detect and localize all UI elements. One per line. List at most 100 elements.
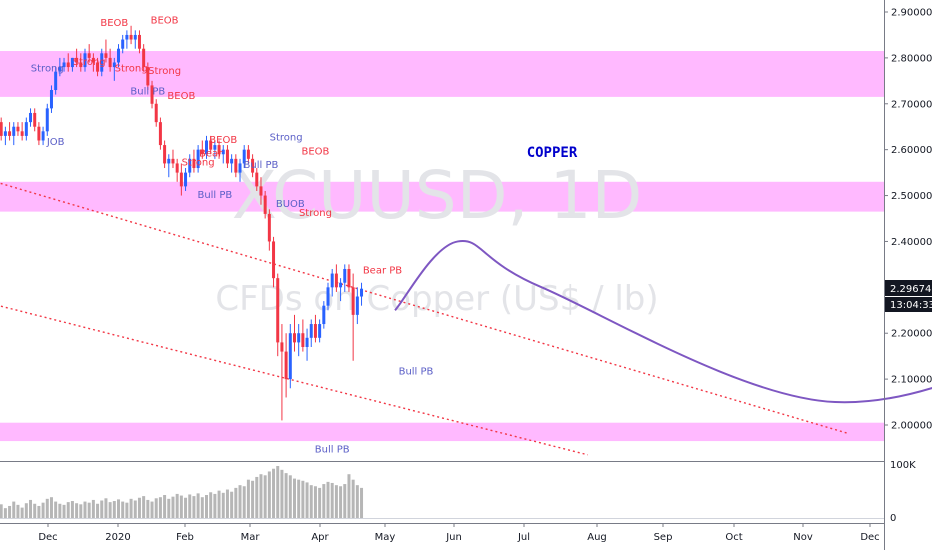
candle-body-43: [175, 163, 179, 173]
volume-bar-11: [41, 502, 45, 518]
volume-bar-57: [234, 487, 238, 518]
last-price-value: 2.29674: [890, 284, 931, 295]
candle-body-39: [158, 122, 162, 146]
volume-bar-60: [246, 479, 250, 518]
candle-body-4: [12, 126, 16, 136]
volume-bar-35: [142, 496, 146, 518]
candle-body-23: [91, 57, 95, 63]
volume-bar-16: [62, 504, 66, 518]
volume-bar-7: [24, 503, 28, 518]
volume-bar-24: [96, 503, 100, 518]
candle-body-70: [288, 333, 292, 380]
candle-body-71: [292, 333, 296, 343]
candle-body-11: [41, 131, 45, 141]
candle-body-67: [276, 278, 280, 343]
annotation-20: Bull PB: [315, 445, 350, 456]
candle-body-27: [108, 57, 112, 68]
volume-bar-45: [184, 497, 188, 518]
candle-body-87: [360, 288, 364, 297]
volume-bar-56: [230, 491, 234, 518]
volume-bar-80: [330, 482, 334, 518]
candle-body-14: [54, 71, 58, 91]
candlesticks: [0, 25, 364, 421]
volume-bar-5: [16, 504, 20, 518]
time-label-11: Nov: [793, 532, 813, 543]
price-label-0: 2.90000: [891, 8, 932, 19]
volume-bar-6: [20, 507, 24, 518]
volume-bar-26: [104, 498, 108, 518]
annotation-13: Strong: [182, 158, 215, 169]
volume-bar-33: [133, 500, 137, 518]
candle-body-58: [238, 163, 242, 173]
candle-body-31: [125, 34, 129, 40]
candle-body-72: [297, 333, 301, 343]
volume-bar-34: [137, 497, 141, 518]
candle-body-36: [146, 67, 150, 86]
price-axis[interactable]: 2.90000 2.80000 2.70000 2.60000 2.50000 2.400…: [884, 8, 932, 432]
time-label-4: Apr: [311, 532, 329, 543]
candle-body-7: [24, 122, 28, 136]
candle-body-63: [259, 186, 263, 196]
volume-bar-10: [37, 505, 41, 518]
time-label-0: Dec: [38, 532, 57, 543]
candle-body-19: [75, 57, 79, 63]
candle-body-32: [129, 34, 133, 40]
volume-bar-50: [205, 495, 208, 518]
candle-body-45: [184, 172, 188, 187]
countdown-timer: 13:04:33: [890, 300, 932, 311]
volume-bar-48: [196, 493, 200, 518]
annotation-14: Bull PB: [244, 160, 279, 171]
time-axis[interactable]: Dec 2020 Feb Mar Apr May Jun Jul Aug Sep Oct Nov Dec: [38, 523, 880, 543]
candle-body-16: [62, 62, 66, 68]
candle-body-77: [318, 324, 322, 338]
candle-body-48: [196, 149, 200, 169]
annotation-12: Bear: [199, 149, 223, 160]
volume-bar-49: [200, 497, 204, 518]
volume-bar-59: [242, 486, 246, 518]
annotation-11: BEOB: [301, 146, 329, 157]
watermark-symbol: XCUUSD, 1D: [232, 157, 643, 234]
time-label-12: Dec: [860, 532, 879, 543]
annotation-17: Strong: [299, 208, 332, 219]
volume-bar-43: [175, 493, 179, 518]
volume-bar-58: [238, 485, 242, 518]
price-label-5: 2.40000: [891, 237, 932, 248]
time-label-7: Jul: [517, 532, 530, 543]
volume-bar-29: [117, 499, 121, 518]
zone-1: [0, 181, 884, 212]
candle-body-29: [117, 48, 121, 63]
candle-body-79: [326, 287, 330, 306]
volume-bar-40: [163, 495, 167, 518]
price-label-3: 2.60000: [891, 145, 932, 156]
last-price-tag: 2.29674 13:04:33: [885, 280, 932, 312]
volume-axis: 100K 0: [890, 460, 916, 524]
volume-bar-38: [154, 498, 158, 518]
annotation-4: Strong: [115, 64, 148, 75]
candle-body-85: [351, 287, 355, 315]
annotation-15: Bull PB: [197, 190, 232, 201]
volume-bar-71: [292, 478, 296, 518]
candle-body-75: [309, 324, 313, 338]
volume-bar-4: [12, 501, 16, 518]
candle-body-66: [272, 241, 276, 279]
time-label-2: Feb: [176, 532, 194, 543]
volume-bar-15: [58, 503, 62, 518]
support-resistance-zones: [0, 51, 884, 442]
candle-body-41: [167, 158, 171, 164]
time-label-5: May: [375, 532, 396, 543]
price-label-1: 2.80000: [891, 53, 932, 64]
candle-body-83: [343, 268, 347, 283]
price-label-2: 2.70000: [891, 99, 932, 110]
annotation-5: Strong: [148, 66, 181, 77]
chart-title: COPPER: [527, 145, 578, 161]
watermark-description: CFDs on Copper (US$ / lb): [215, 279, 658, 319]
candle-body-44: [179, 172, 183, 187]
time-label-8: Aug: [587, 532, 607, 543]
last-price-box: [885, 280, 932, 296]
trendlines: [0, 182, 848, 456]
volume-bar-81: [334, 485, 338, 518]
candle-body-2: [3, 131, 7, 136]
candle-body-82: [339, 282, 343, 288]
volume-bar-39: [158, 497, 162, 518]
